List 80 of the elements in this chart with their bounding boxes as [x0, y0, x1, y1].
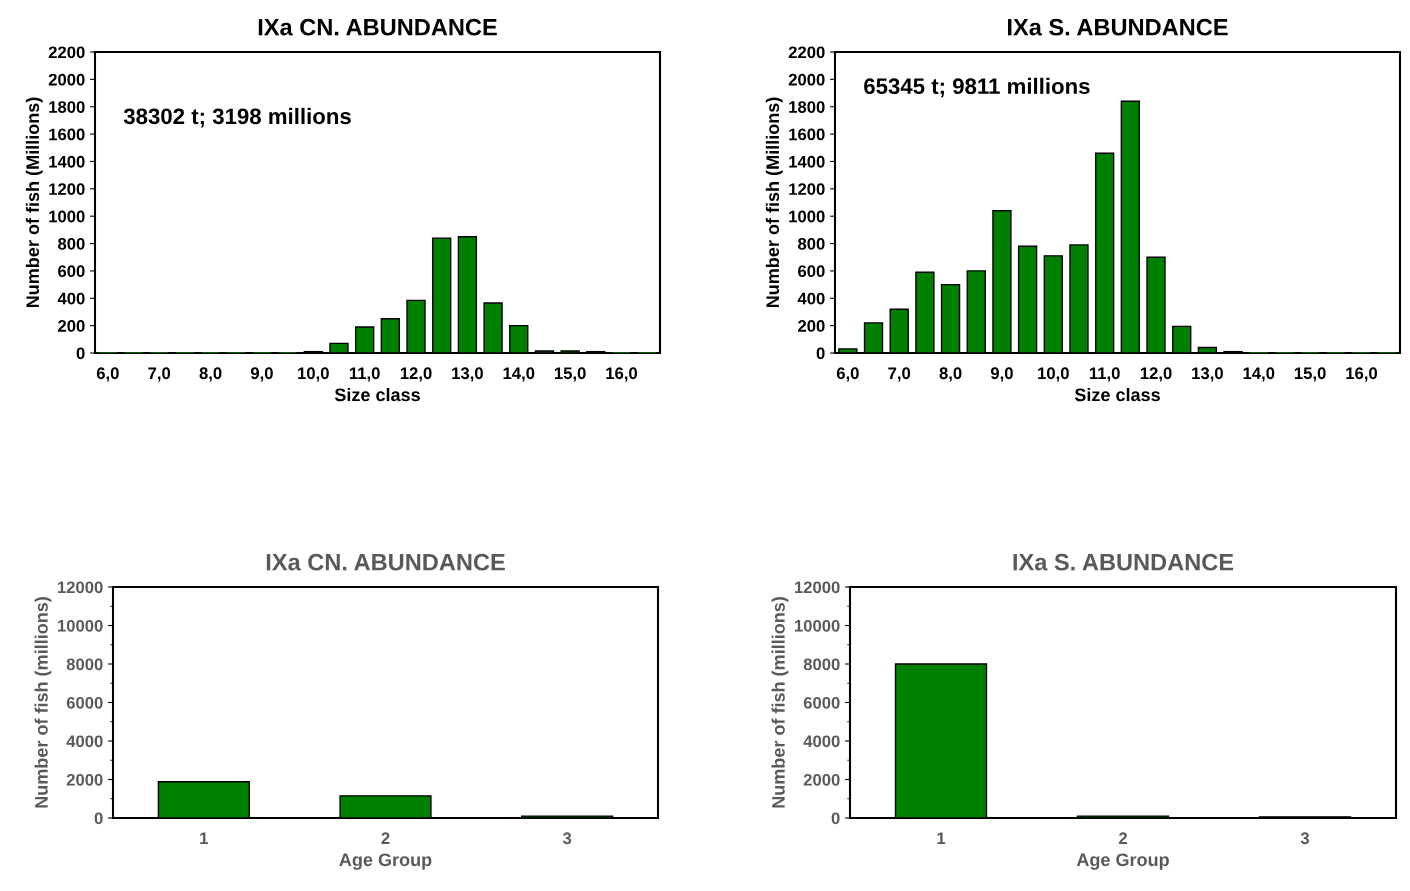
x-tick-label: 15,0: [1294, 367, 1326, 382]
y-tick-label: 2200: [788, 46, 825, 59]
chart-title: IXa S. ABUNDANCE: [1013, 553, 1234, 571]
y-tick-label: 1000: [789, 210, 825, 223]
y-tick-label: 600: [798, 265, 825, 278]
y-tick-label: 6000: [803, 696, 840, 709]
y-tick-label: 200: [798, 320, 825, 332]
x-tick-label: 10,0: [298, 367, 329, 382]
y-axis-title: Number of fish (millions): [34, 597, 52, 808]
x-tick-label: 9,0: [250, 367, 273, 382]
y-axis-title: Number of fish (Millions): [25, 97, 43, 308]
x-tick-label: 2: [381, 832, 390, 844]
y-tick-label: 800: [58, 237, 85, 250]
x-tick-label: 11,0: [349, 367, 380, 382]
x-tick-label: 15,0: [554, 367, 586, 382]
y-tick-label: 1400: [789, 155, 825, 168]
y-tick-label: 1000: [49, 210, 85, 223]
y-tick-label: 12000: [57, 581, 103, 594]
chart-title: IXa S. ABUNDANCE: [1008, 18, 1228, 36]
y-tick-label: 1200: [789, 183, 825, 196]
y-tick-label: 2000: [788, 73, 825, 86]
x-tick-label: 3: [562, 832, 572, 845]
x-axis-title: Age Group: [339, 853, 432, 870]
x-tick-label: 9,0: [990, 367, 1013, 382]
chart-title: IXa CN. ABUNDANCE: [266, 553, 505, 571]
y-tick-label: 4000: [66, 735, 103, 748]
x-tick-label: 1: [937, 832, 946, 844]
y-tick-label: 4000: [803, 735, 840, 748]
y-tick-label: 8000: [803, 658, 840, 671]
x-tick-label: 7,0: [148, 367, 171, 382]
y-tick-label: 1800: [49, 101, 85, 113]
y-tick-label: 600: [58, 265, 85, 278]
y-tick-label: 0: [816, 347, 825, 360]
x-tick-label: 3: [1300, 832, 1310, 845]
x-tick-label: 8,0: [199, 367, 222, 382]
x-tick-label: 12,0: [400, 367, 432, 382]
y-tick-label: 800: [798, 237, 825, 250]
y-tick-label: 12000: [794, 581, 840, 594]
x-tick-label: 16,0: [606, 367, 638, 382]
y-tick-label: 2000: [48, 73, 85, 86]
y-tick-label: 10000: [794, 619, 840, 632]
x-axis-title: Size class: [334, 387, 420, 402]
x-tick-label: 8,0: [939, 367, 962, 382]
y-tick-label: 10000: [57, 619, 103, 632]
annotation: 38302 t; 3198 millions: [123, 107, 351, 128]
x-tick-label: 6,0: [836, 367, 859, 382]
y-axis-title: Number of fish (millions): [771, 597, 789, 808]
y-tick-label: 2000: [803, 773, 840, 786]
y-tick-label: 400: [57, 292, 85, 305]
x-tick-label: 13,0: [1192, 367, 1223, 382]
y-tick-label: 6000: [66, 696, 103, 709]
y-tick-label: 1600: [49, 128, 85, 141]
y-tick-label: 0: [94, 812, 103, 825]
x-tick-label: 7,0: [888, 367, 911, 382]
y-tick-label: 1400: [49, 155, 85, 168]
x-tick-label: 13,0: [452, 367, 483, 382]
y-tick-label: 2000: [66, 773, 103, 786]
x-tick-label: 6,0: [96, 367, 119, 382]
x-tick-label: 14,0: [1243, 367, 1275, 382]
x-tick-label: 2: [1118, 832, 1127, 844]
y-tick-label: 200: [58, 320, 85, 332]
y-tick-label: 0: [76, 347, 85, 360]
x-tick-label: 10,0: [1038, 367, 1069, 382]
annotation: 65345 t; 9811 millions: [864, 77, 1090, 98]
y-tick-label: 2200: [48, 46, 85, 59]
x-tick-label: 12,0: [1140, 367, 1172, 382]
y-tick-label: 8000: [66, 658, 103, 671]
x-tick-label: 14,0: [503, 367, 535, 382]
x-tick-label: 16,0: [1346, 367, 1378, 382]
x-tick-label: 1: [200, 832, 208, 844]
y-tick-label: 1600: [789, 128, 825, 141]
x-axis-title: Size class: [1074, 387, 1160, 402]
chart-title: IXa CN. ABUNDANCE: [258, 18, 497, 36]
x-tick-label: 11,0: [1089, 367, 1120, 382]
y-tick-label: 1800: [789, 101, 825, 113]
y-axis-title: Number of fish (Millions): [765, 97, 783, 308]
x-axis-title: Age Group: [1076, 853, 1169, 870]
y-tick-label: 0: [831, 812, 840, 825]
y-tick-label: 1200: [49, 183, 85, 196]
y-tick-label: 400: [797, 292, 825, 305]
